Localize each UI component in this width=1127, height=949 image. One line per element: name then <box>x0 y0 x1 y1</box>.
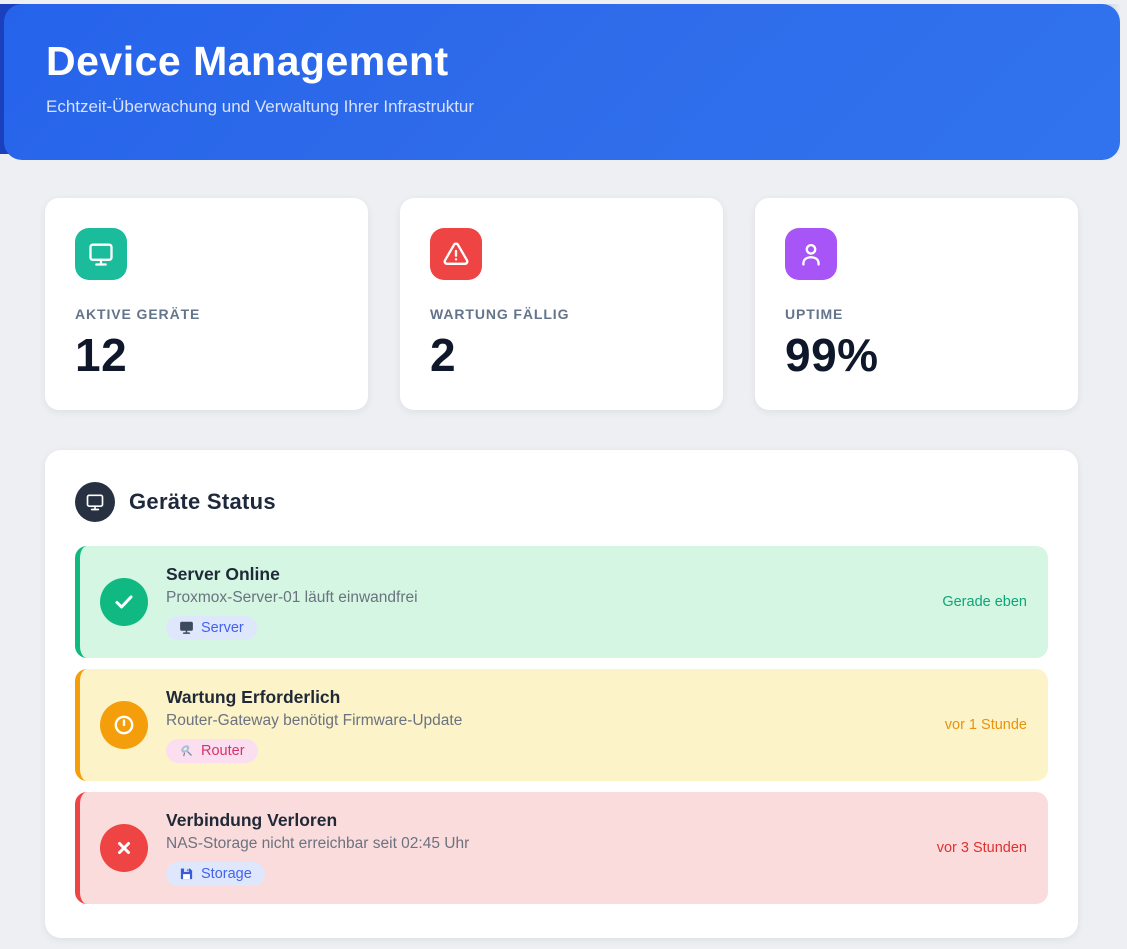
status-item-description: Proxmox-Server-01 läuft einwandfrei <box>166 588 418 606</box>
status-item-title: Verbindung Verloren <box>166 809 338 830</box>
stat-value: 2 <box>430 329 457 381</box>
stat-label: AKTIVE GERÄTE <box>75 306 201 322</box>
status-item-connection-lost: Verbindung Verloren NAS-Storage nicht er… <box>75 792 1048 904</box>
badge-label: Router <box>201 742 245 759</box>
main-content: AKTIVE GERÄTE 12 WARTUNG FÄLLIG 2 UPTIME… <box>0 198 1127 938</box>
satellite-antenna-icon <box>181 745 192 757</box>
user-icon <box>785 228 837 280</box>
stat-label: UPTIME <box>785 306 844 322</box>
device-type-badge: Router <box>166 738 258 763</box>
device-type-badge: Server <box>166 615 257 640</box>
desktop-icon <box>180 622 193 635</box>
warning-triangle-icon <box>430 228 482 280</box>
floppy-disk-icon <box>180 868 193 880</box>
device-status-header: Geräte Status <box>75 482 1048 522</box>
monitor-icon <box>75 482 115 522</box>
status-item-description: Router-Gateway benötigt Firmware-Update <box>166 711 463 729</box>
status-item-time: vor 3 Stunden <box>936 840 1027 856</box>
x-icon <box>100 824 148 872</box>
badge-label: Server <box>201 619 244 636</box>
status-item-title: Server Online <box>166 563 280 584</box>
page-subtitle: Echtzeit-Überwachung und Verwaltung Ihre… <box>46 97 475 116</box>
page-header: Device Management Echtzeit-Überwachung u… <box>4 4 1120 160</box>
status-item-time: Gerade eben <box>942 594 1027 610</box>
status-item-maintenance-required: Wartung Erforderlich Router-Gateway benö… <box>75 669 1048 781</box>
stat-card-active-devices: AKTIVE GERÄTE 12 <box>45 198 368 410</box>
stat-card-uptime: UPTIME 99% <box>755 198 1078 410</box>
status-item-server-online: Server Online Proxmox-Server-01 läuft ei… <box>75 546 1048 658</box>
badge-label: Storage <box>201 865 252 882</box>
device-status-panel: Geräte Status Server Online Proxmox-Serv… <box>45 450 1078 938</box>
status-item-time: vor 1 Stunde <box>944 717 1027 733</box>
stat-value: 99% <box>785 329 879 381</box>
clock-icon <box>100 701 148 749</box>
status-item-description: NAS-Storage nicht erreichbar seit 02:45 … <box>166 834 470 852</box>
monitor-icon <box>75 228 127 280</box>
stat-value: 12 <box>75 329 128 381</box>
page-title: Device Management <box>46 38 449 84</box>
stat-label: WARTUNG FÄLLIG <box>430 306 570 322</box>
check-icon <box>100 578 148 626</box>
device-type-badge: Storage <box>166 861 265 886</box>
section-title: Geräte Status <box>129 489 276 514</box>
status-item-title: Wartung Erforderlich <box>166 686 341 707</box>
stats-row: AKTIVE GERÄTE 12 WARTUNG FÄLLIG 2 UPTIME… <box>45 198 1078 410</box>
stat-card-maintenance-due: WARTUNG FÄLLIG 2 <box>400 198 723 410</box>
